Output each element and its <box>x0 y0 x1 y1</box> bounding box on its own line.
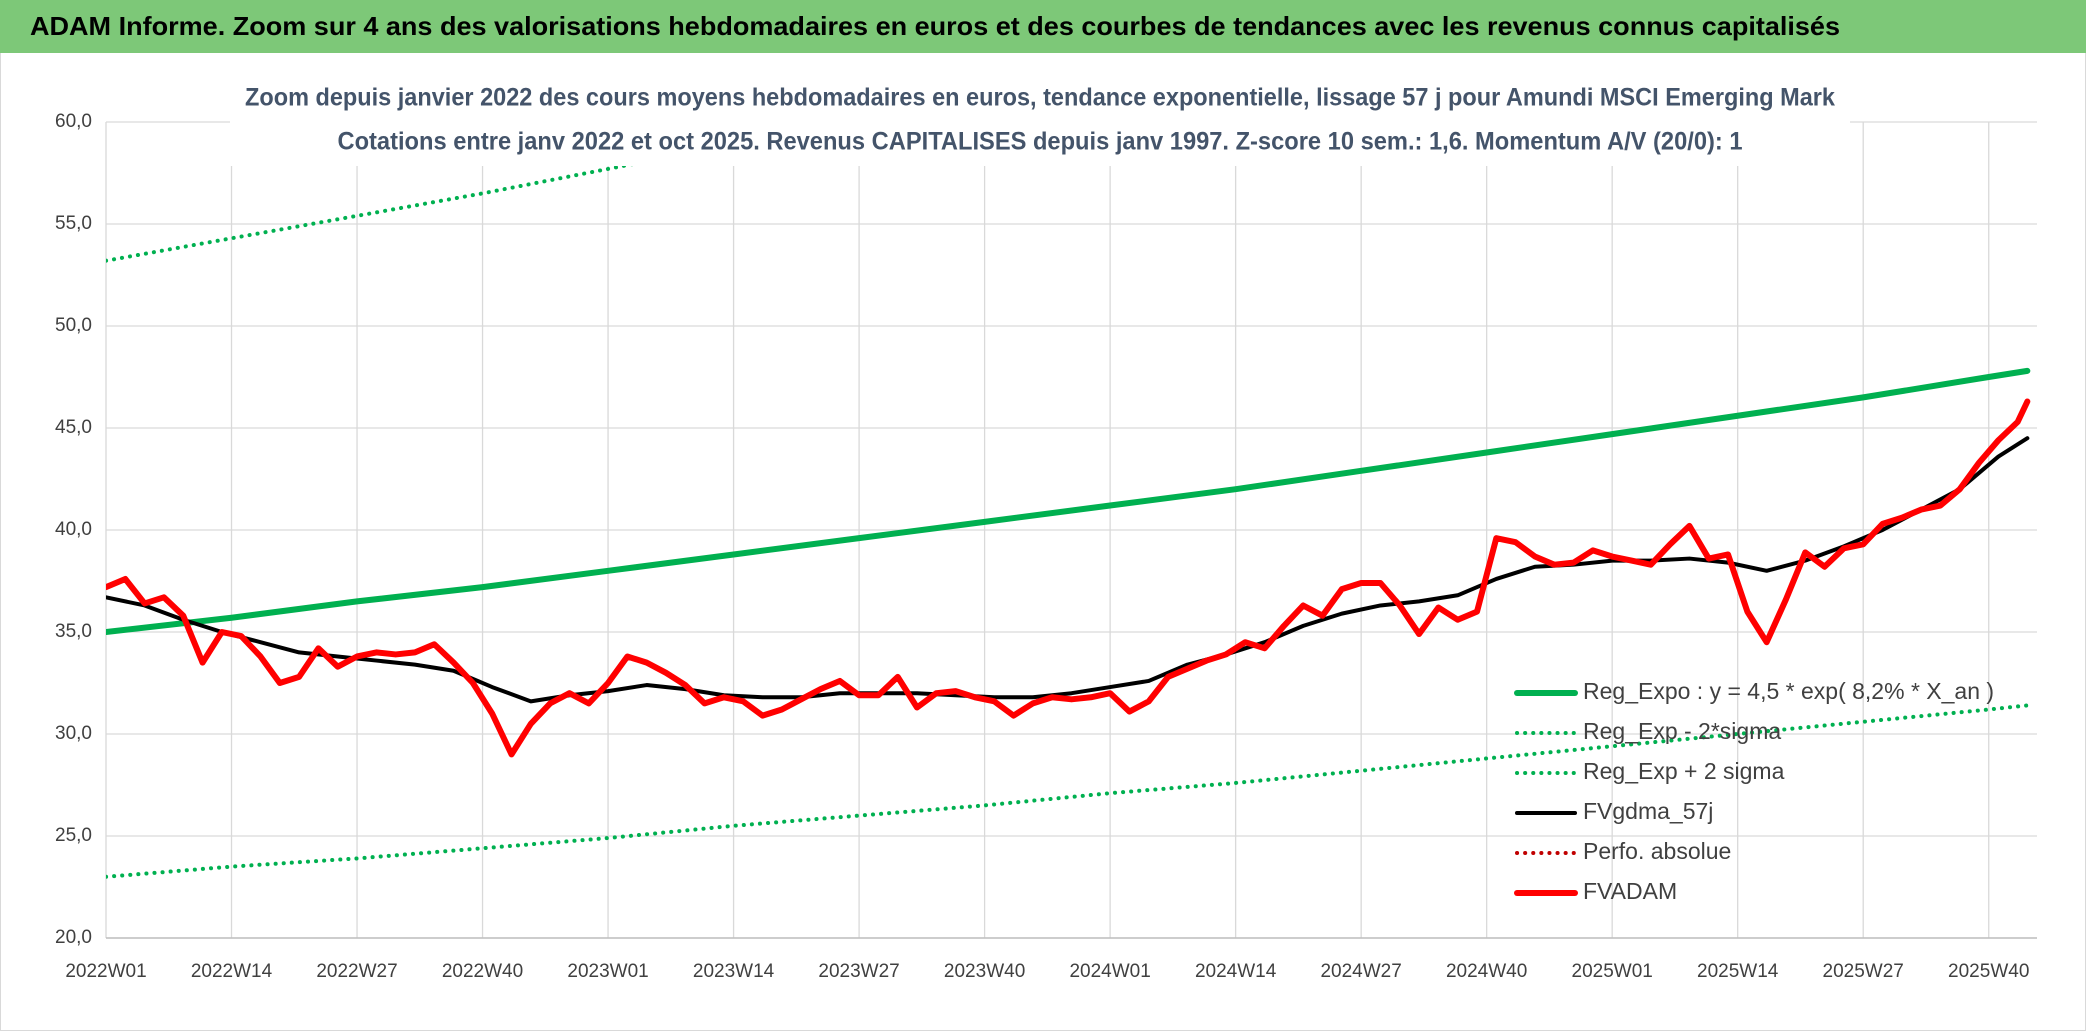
x-tick-label: 2025W40 <box>1948 961 2029 982</box>
x-tick-label: 2022W14 <box>191 961 273 982</box>
title-box <box>230 78 1850 166</box>
y-tick-label: 60,0 <box>55 111 92 132</box>
x-tick-label: 2022W40 <box>442 961 523 982</box>
x-tick-label: 2023W40 <box>944 961 1025 982</box>
x-tick-label: 2023W27 <box>818 961 899 982</box>
plot-area: 20,0 25,0 30,0 35,0 40,0 45,0 50,0 55,0 60,0 2022… <box>55 111 2037 982</box>
header-title: ADAM Informe. Zoom sur 4 ans des valoris… <box>30 11 1840 41</box>
y-tick-label: 45,0 <box>55 417 92 438</box>
x-tick-label: 2024W01 <box>1069 961 1150 982</box>
y-tick-label: 30,0 <box>55 723 92 744</box>
series-line <box>106 367 2031 635</box>
x-tick-label: 2023W01 <box>567 961 648 982</box>
y-tick-label: 25,0 <box>55 825 92 846</box>
x-tick-label: 2024W40 <box>1446 961 1527 982</box>
x-tick-label: 2025W01 <box>1572 961 1653 982</box>
x-tick-label: 2025W27 <box>1823 961 1904 982</box>
legend-label: FVgdma_57j <box>1583 798 1713 824</box>
x-tick-label: 2025W14 <box>1697 961 1779 982</box>
legend-label: FVADAM <box>1583 878 1677 904</box>
legend-label: Perfo. absolue <box>1583 838 1731 864</box>
series-line <box>106 436 2030 704</box>
series-line <box>106 119 874 263</box>
legend-label: Reg_Exp + 2 sigma <box>1583 758 1785 784</box>
chart-subtitle: Cotations entre janv 2022 et oct 2025. R… <box>338 128 1743 156</box>
x-tick-label: 2024W14 <box>1195 961 1277 982</box>
y-tick-label: 20,0 <box>55 927 92 948</box>
x-tick-label: 2024W27 <box>1320 961 1401 982</box>
chart-title: Zoom depuis janvier 2022 des cours moyen… <box>245 84 1835 112</box>
y-tick-label: 50,0 <box>55 315 92 336</box>
legend-label: Reg_Expo : y = 4,5 * exp( 8,2% * X_an ) <box>1583 678 1994 704</box>
y-tick-label: 40,0 <box>55 519 92 540</box>
x-tick-label: 2022W27 <box>316 961 397 982</box>
y-tick-label: 35,0 <box>55 621 92 642</box>
header-bar <box>0 0 2086 53</box>
legend: Reg_Expo : y = 4,5 * exp( 8,2% * X_an ) R… <box>1514 678 1994 904</box>
series-line <box>106 398 2031 758</box>
legend-label: Reg_Exp - 2*sigma <box>1583 718 1781 744</box>
x-tick-label: 2023W14 <box>693 961 775 982</box>
x-tick-label: 2022W01 <box>65 961 146 982</box>
y-tick-label: 55,0 <box>55 213 92 234</box>
